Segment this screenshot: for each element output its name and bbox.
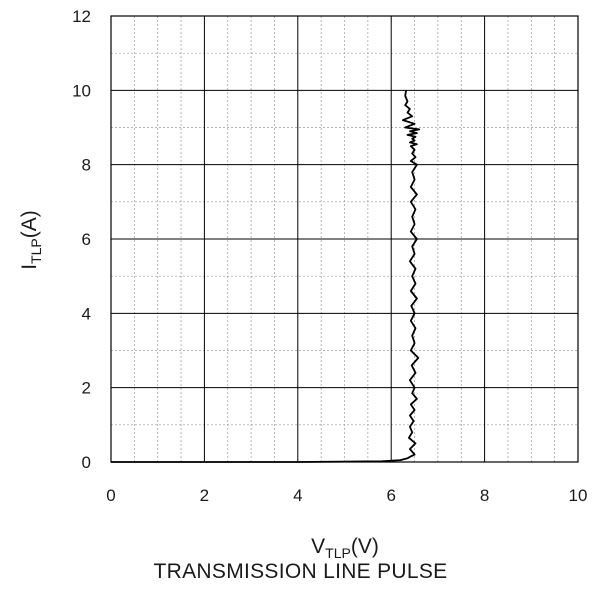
y-tick-label: 4 (82, 304, 91, 323)
y-tick-label: 0 (82, 453, 91, 472)
x-tick-label: 4 (293, 486, 302, 505)
y-tick-label: 8 (82, 156, 91, 175)
y-axis-title: ITLP(A) (18, 210, 44, 270)
series-line-itlp (111, 90, 421, 463)
x-tick-labels: 0 2 4 6 8 10 (106, 486, 587, 505)
y-axis-title-sub: TLP (28, 238, 44, 264)
y-tick-labels: 0 2 4 6 8 10 12 (72, 7, 91, 472)
x-tick-label: 8 (480, 486, 489, 505)
y-axis-title-main: I (18, 264, 41, 270)
major-grid (110, 15, 579, 463)
x-axis-title-main: V (311, 535, 325, 558)
x-tick-label: 0 (106, 486, 115, 505)
y-axis-title-unit: (A) (18, 210, 41, 238)
minor-grid (111, 16, 578, 462)
x-tick-label: 6 (386, 486, 395, 505)
y-tick-label: 12 (72, 7, 91, 26)
y-tick-label: 2 (82, 379, 91, 398)
x-axis-title-unit: (V) (351, 535, 379, 558)
x-tick-label: 2 (200, 486, 209, 505)
x-tick-label: 10 (569, 486, 588, 505)
x-axis-title: VTLP(V) (311, 535, 379, 561)
x-axis-title-sub: TLP (325, 545, 351, 561)
y-tick-label: 6 (82, 230, 91, 249)
chart-title: TRANSMISSION LINE PULSE (153, 560, 448, 583)
y-tick-label: 10 (72, 81, 91, 100)
